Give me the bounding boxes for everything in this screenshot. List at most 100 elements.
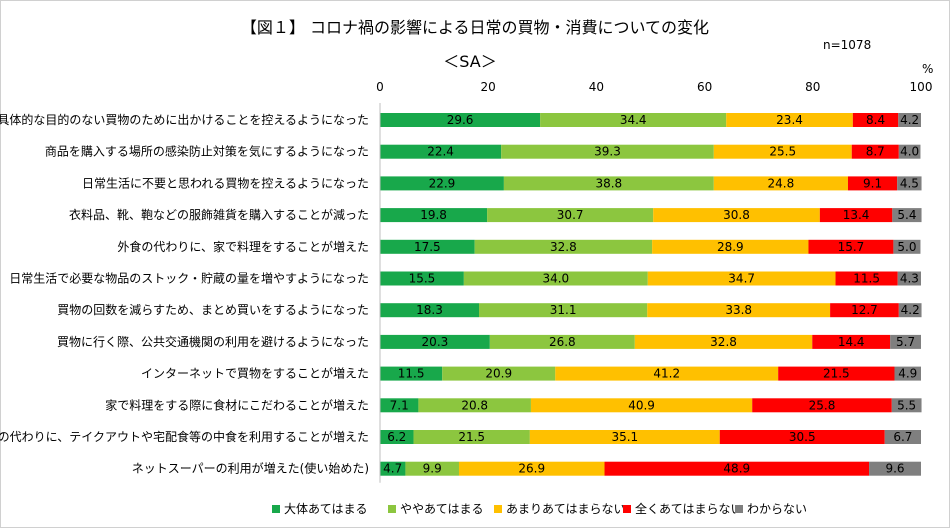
bar-segment [851,144,899,159]
category-label: インターネットで買物をすることが増えた [141,366,369,381]
bar-segment [463,271,648,286]
x-tick-label: 100 [910,80,933,94]
bar-segment [713,144,852,159]
category-label: ネットスーパーの利用が増えた(使い始めた) [132,461,369,476]
legend-label: 大体あてはまる [284,502,368,516]
bar-segment [752,398,892,413]
legend-swatch [388,505,396,513]
bar-value-label: 18.3 [416,303,443,317]
category-label: 外食の代わりに、テイクアウトや宅配食等の中食を利用することが増えた [0,429,369,444]
bar-value-label: 5.5 [897,398,916,412]
bar-segment [891,398,922,413]
bar-value-label: 24.8 [768,176,795,190]
legend-label: ややあてはまる [400,502,484,516]
bar-value-label: 26.8 [549,335,576,349]
bar-value-label: 15.5 [409,272,436,286]
bar-segment [647,271,836,286]
bar-value-label: 4.7 [383,462,402,476]
bar-value-label: 5.4 [897,208,916,222]
bar-segment [869,461,921,476]
bar-value-label: 5.0 [897,240,916,254]
bar-value-label: 12.7 [851,303,878,317]
sample-size-note: n=1078 [823,38,872,52]
bar-value-label: 34.0 [542,272,569,286]
bar-value-label: 22.9 [429,176,456,190]
bar-value-label: 40.9 [628,398,655,412]
bar-value-label: 8.4 [866,113,885,127]
bar-segment [479,303,648,318]
bar-segment [897,176,922,191]
bar-value-label: 33.8 [725,303,752,317]
bar-value-label: 9.6 [885,462,904,476]
bar-segment [413,430,530,444]
bar-value-label: 4.0 [900,145,919,159]
bar-segment [380,113,541,127]
bar-segment [819,208,893,223]
bar-value-label: 4.9 [898,367,917,381]
bar-segment [474,239,653,254]
bar-value-label: 6.7 [893,430,912,444]
bar-value-label: 5.7 [896,335,915,349]
bar-value-label: 48.9 [723,462,750,476]
bar-value-label: 7.1 [390,398,409,412]
bar-segment [380,239,475,254]
bar-segment [830,303,899,318]
bar-value-label: 13.4 [843,208,870,222]
bar-value-label: 23.4 [776,113,803,127]
bar-segment [418,398,531,413]
bar-segment [380,334,490,349]
legend-swatch [735,505,743,513]
legend-swatch [272,505,280,513]
bar-value-label: 8.7 [866,145,885,159]
bar-value-label: 35.1 [611,430,638,444]
bar-value-label: 14.4 [838,335,865,349]
bar-value-label: 41.2 [653,367,680,381]
category-label: 外食の代わりに、家で料理をすることが増えた [117,239,369,254]
bar-value-label: 17.5 [414,240,441,254]
bar-value-label: 9.1 [863,176,882,190]
legend-swatch [494,505,502,513]
bar-segment [884,430,921,444]
category-label: 日常生活で必要な物品のストック・貯蔵の量を増やすようになった [9,272,369,286]
bar-segment [529,430,720,444]
bar-segment [503,176,714,191]
bar-value-label: 34.7 [728,272,755,286]
bar-segment [380,398,419,413]
bar-value-label: 21.5 [458,430,485,444]
x-tick-label: 20 [481,80,496,94]
bar-segment [893,239,921,254]
category-label: 商品を購入する場所の感染防止対策を気にするようになった [45,144,369,159]
bar-value-label: 26.9 [518,462,545,476]
bar-value-label: 19.8 [420,208,447,222]
bar-segment [380,303,480,318]
bar-segment [652,239,809,254]
bar-value-label: 4.2 [900,113,919,127]
category-label: 買物の回数を減らすため、まとめ買いをするようになった [57,302,369,317]
category-label: 衣料品、靴、鞄などの服飾雑貨を購入することが減った [69,207,369,222]
bar-segment [897,271,921,286]
x-tick-label: 60 [697,80,712,94]
bar-segment [713,176,848,191]
bar-value-label: 15.7 [838,240,865,254]
bar-segment [726,113,853,127]
bar-value-label: 34.4 [620,113,647,127]
bar-segment [894,366,921,381]
bar-value-label: 22.4 [427,145,454,159]
bar-segment [458,461,605,476]
bar-segment [898,144,921,159]
bar-segment [847,176,898,191]
bar-segment [890,334,921,349]
bar-value-label: 32.8 [550,240,577,254]
bar-segment [380,430,414,444]
bar-value-label: 25.5 [769,145,796,159]
chart-subtitle: ＜SA＞ [443,52,497,71]
bar-value-label: 32.8 [710,335,737,349]
bar-segment [489,334,635,349]
bar-segment [530,398,753,413]
chart-title: 【図１】 コロナ禍の影響による日常の買物・消費についての変化 [240,18,710,37]
bar-segment [380,144,502,159]
x-tick-label: 80 [805,80,820,94]
bar-value-label: 9.9 [423,462,442,476]
bar-segment [604,461,870,476]
